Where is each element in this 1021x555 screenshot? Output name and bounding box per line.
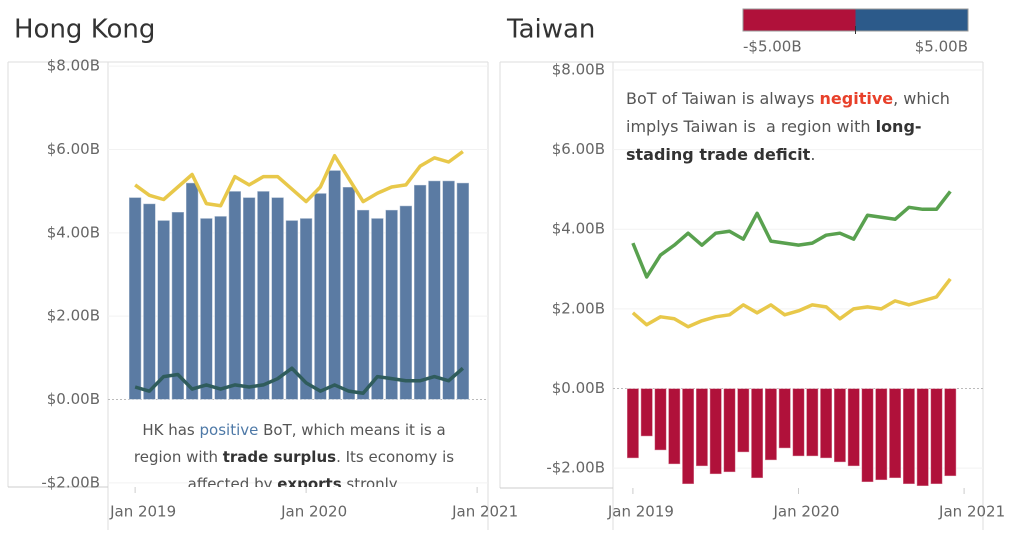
bar (626, 387, 640, 459)
bar (385, 209, 399, 400)
bar (157, 219, 171, 400)
x-tick-label: Jan 2019 (607, 503, 674, 521)
bar (847, 387, 861, 467)
bar (888, 387, 902, 479)
bar (750, 387, 764, 479)
bar (819, 387, 833, 459)
bar (313, 192, 327, 400)
y-tick-label: $2.00B (47, 307, 100, 325)
annotation-text: BoT of Taiwan is always (626, 89, 820, 108)
bar (271, 196, 285, 400)
bar (285, 219, 299, 400)
bar (142, 203, 156, 400)
line (631, 190, 952, 279)
bar (916, 387, 930, 487)
bar (427, 180, 441, 400)
bar (943, 387, 957, 477)
annotation-text: positive (199, 421, 259, 439)
bar (805, 387, 819, 457)
y-tick-label: $0.00B (552, 379, 605, 397)
y-tick-label: -$2.00B (546, 459, 605, 477)
annotation-text: negitive (819, 89, 894, 108)
line (631, 277, 952, 329)
bar (328, 169, 342, 400)
annotation-text: . (810, 145, 816, 164)
bar (902, 387, 916, 485)
annotation-text: trade surplus (222, 448, 337, 466)
bar (214, 215, 228, 400)
x-tick-label: Jan 2021 (451, 503, 518, 521)
bar (356, 209, 370, 400)
y-tick-label: $4.00B (47, 223, 100, 241)
bar (171, 211, 185, 400)
bar (654, 387, 667, 451)
color-legend-swatch (743, 9, 856, 31)
bar (874, 387, 888, 481)
chart-title: Taiwan (506, 15, 595, 45)
annotation: BoT of Taiwan is always negitive, which … (626, 85, 956, 175)
bar (764, 387, 778, 461)
bar (299, 217, 313, 400)
bar (695, 387, 709, 467)
bar (228, 190, 242, 400)
bar (930, 387, 943, 485)
x-tick-label: Jan 2019 (109, 503, 176, 521)
bar (681, 387, 695, 485)
annotation-text: HK has (142, 421, 200, 439)
y-tick-label: $2.00B (552, 299, 605, 317)
bar (736, 387, 750, 453)
annotation-text: long-stading trade deficit (626, 117, 922, 164)
bar (709, 387, 723, 475)
annotation-text: . Its economy is affected by (187, 448, 459, 487)
line (134, 366, 465, 395)
y-tick-label: $8.00B (47, 57, 100, 75)
bar (256, 190, 270, 400)
y-tick-label: -$2.00B (41, 473, 100, 491)
bar (833, 387, 847, 463)
bar (456, 182, 470, 400)
y-tick-label: $4.00B (552, 220, 605, 238)
bar (723, 387, 736, 473)
y-tick-label: $0.00B (47, 390, 100, 408)
bar (370, 217, 384, 400)
bar (792, 387, 805, 457)
x-tick-label: Jan 2020 (772, 503, 839, 521)
x-tick-label: Jan 2020 (280, 503, 347, 521)
bar (413, 184, 427, 400)
color-legend-label: $5.00B (915, 38, 968, 56)
bar (861, 387, 874, 483)
y-tick-label: $6.00B (552, 140, 605, 158)
bar (778, 387, 792, 449)
x-tick-label: Jan 2021 (938, 503, 1005, 521)
y-tick-label: $8.00B (552, 60, 605, 78)
bar (442, 180, 456, 400)
bar (399, 205, 413, 400)
bar (667, 387, 681, 465)
annotation-text: stronly. (341, 475, 401, 487)
bar (185, 182, 199, 400)
bar (128, 196, 142, 400)
annotation-text: BoT, which means it is a region with (133, 421, 451, 466)
bar (242, 196, 256, 400)
line (134, 150, 464, 208)
chart-title: Hong Kong (14, 15, 155, 45)
annotation-text: , which implys Taiwan is a region with (626, 89, 955, 136)
bar (342, 186, 356, 400)
bar (640, 387, 654, 437)
y-tick-label: $6.00B (47, 140, 100, 158)
color-legend-swatch (855, 9, 968, 31)
annotation-text: exports (277, 475, 342, 487)
bar (199, 217, 213, 400)
annotation: HK has positive BoT, which means it is a… (118, 417, 470, 487)
color-legend-label: -$5.00B (743, 38, 802, 56)
